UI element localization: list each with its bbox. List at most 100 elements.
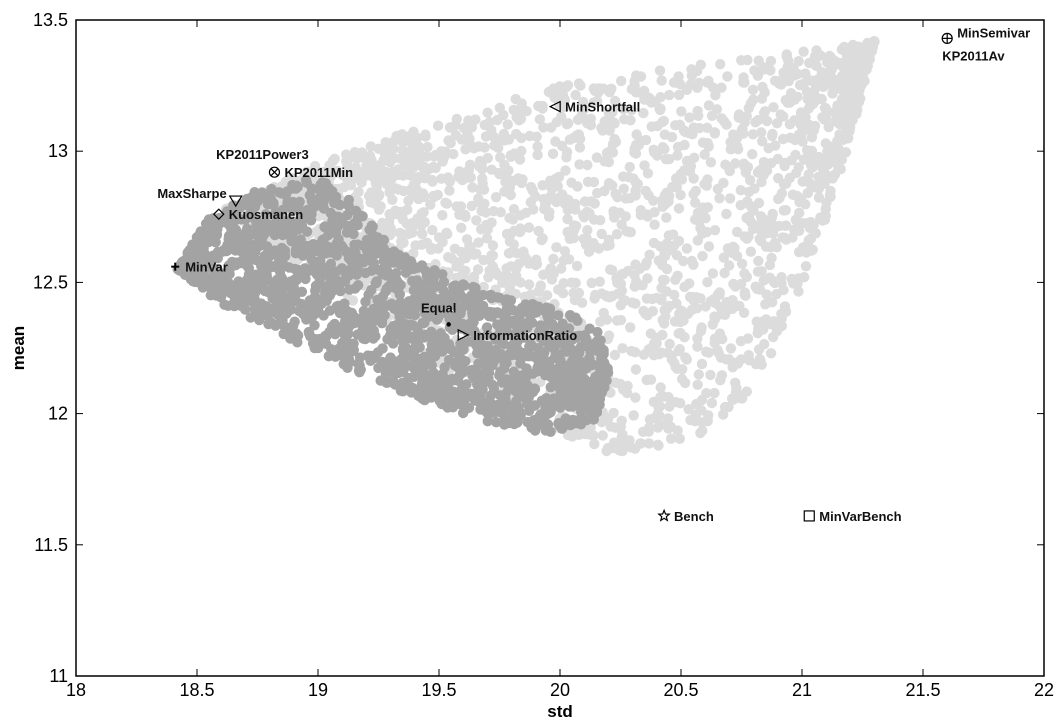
scatter-point [673,203,685,214]
scatter-point [438,276,450,288]
x-tick-label: 20.5 [663,680,698,700]
scatter-point [451,261,462,272]
scatter-point [428,278,439,289]
scatter-point [692,82,703,94]
scatter-point [416,208,427,219]
scatter-point [628,410,639,421]
scatter-point [279,245,291,256]
scatter-point [487,261,499,272]
scatter-point [559,362,571,373]
scatter-point [573,287,585,299]
scatter-point [853,89,864,101]
scatter-point [380,137,391,148]
scatter-point [695,59,706,70]
scatter-point [311,226,322,237]
scatter-point [680,352,691,364]
scatter-point [419,317,430,328]
scatter-point [511,128,522,140]
scatter-point [703,141,714,152]
scatter-point [582,176,594,187]
scatter-point [649,219,660,230]
scatter-point [700,213,711,224]
scatter-point [566,277,577,288]
scatter-point [747,149,758,160]
scatter-point [348,228,359,240]
scatter-point [454,347,465,358]
scatter-point [230,260,241,271]
scatter-point [641,257,652,268]
scatter-point [470,114,481,125]
scatter-point [792,190,803,202]
scatter-point [699,149,710,160]
scatter-point [428,151,440,162]
scatter-point [484,117,495,128]
scatter-point [478,281,489,293]
scatter-point [343,167,354,178]
scatter-point [568,220,580,231]
scatter-point [705,296,716,307]
scatter-point [460,253,471,264]
scatter-point [242,274,253,285]
scatter-point [843,122,854,133]
scatter-point [712,344,723,356]
scatter-point [685,414,696,426]
scatter-point [683,127,695,139]
scatter-point [607,147,619,158]
scatter-point [279,297,290,308]
scatter-point [842,80,854,92]
scatter-point [610,422,621,433]
scatter-point [318,195,329,206]
scatter-point [705,369,716,381]
scatter-point [464,121,475,132]
scatter-point [344,356,356,368]
scatter-point [508,175,519,186]
scatter-point [756,266,767,277]
scatter-point [405,360,417,371]
scatter-point [505,402,516,413]
scatter-point [721,208,732,220]
scatter-point [598,357,610,368]
scatter-point [784,97,796,108]
scatter-point [715,375,726,386]
scatter-point [851,41,863,52]
scatter-point [739,287,750,298]
scatter-point [676,373,688,385]
scatter-point [263,190,275,202]
scatter-point [757,81,768,93]
scatter-point [388,303,400,314]
scatter-point [544,303,556,314]
scatter-point [639,85,650,97]
scatter-point [741,271,752,283]
scatter-point [662,413,674,424]
scatter-point [588,414,599,425]
scatter-point [625,322,636,333]
scatter-point [635,71,647,82]
scatter-point [830,115,841,127]
scatter-point [771,288,782,300]
scatter-point [340,269,352,280]
scatter-point [778,111,789,122]
scatter-point [416,393,428,404]
scatter-point [407,351,418,362]
scatter-point [658,115,669,127]
scatter-point [545,395,557,406]
scatter-point [324,247,336,258]
scatter-point [370,331,381,342]
scatter-point [839,41,850,53]
scatter-point [670,173,682,184]
scatter-point [730,357,741,369]
scatter-point [352,239,363,250]
scatter-point [309,160,321,172]
scatter-point [564,233,575,244]
scatter-point [657,142,668,153]
scatter-point [546,274,558,285]
scatter-point [588,83,599,94]
scatter-point [846,63,857,75]
scatter-point [510,417,522,428]
scatter-point [570,198,581,210]
scatter-point [767,208,778,220]
scatter-point [816,93,827,105]
scatter-point [254,240,265,252]
scatter-point [642,211,653,222]
